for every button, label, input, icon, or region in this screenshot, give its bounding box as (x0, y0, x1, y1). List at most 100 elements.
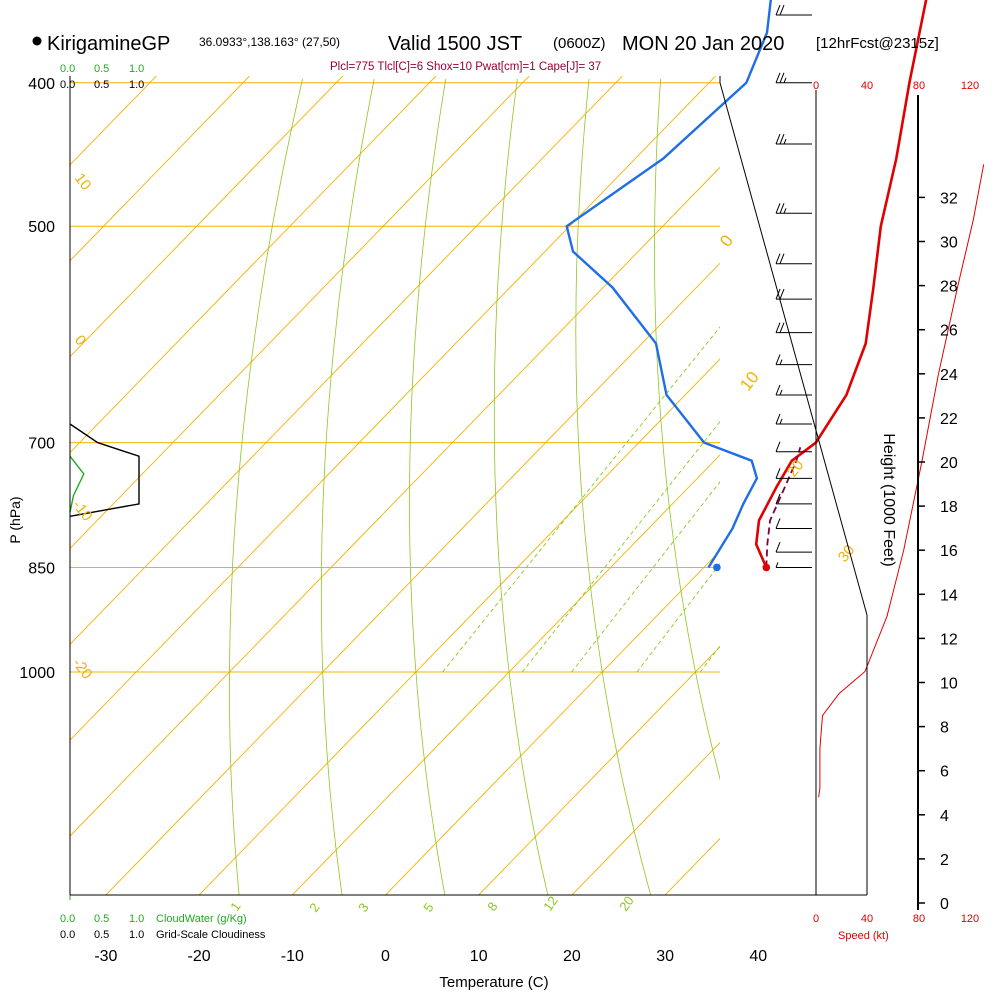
speed-tick-top-40: 40 (861, 80, 873, 92)
wind-barb-flag (775, 518, 781, 529)
wind-barb (775, 253, 812, 265)
mixing-ratio-label: 5 (420, 900, 436, 915)
cloudiness-curve (69, 423, 140, 517)
valid-time: Valid 1500 JST (388, 33, 522, 55)
wind-barb-flag (775, 384, 781, 396)
cloudwater-tick-top-0: 0.0 (60, 63, 75, 75)
cloudiness-tick-bottom-2: 1.0 (129, 929, 144, 941)
wind-barb-flag (775, 441, 781, 452)
height-tick-label: 8 (940, 720, 949, 737)
temperature-tick-label: 40 (749, 948, 767, 965)
isotherm-line (105, 262, 720, 895)
height-tick-label: 10 (940, 676, 958, 693)
temperature-tick-label: 0 (381, 948, 390, 965)
cloudiness-tick-bottom-1: 0.5 (94, 929, 109, 941)
cloudwater-tick-bottom-0: 0.0 (60, 913, 75, 925)
temperature-tick-label: 10 (470, 948, 488, 965)
cloudiness-label: Grid-Scale Cloudiness (156, 929, 266, 941)
wind-barb (775, 384, 812, 396)
isotherm-line (571, 741, 720, 895)
wind-barb-half-flag (783, 138, 787, 145)
surface-dewpoint-marker (713, 563, 721, 572)
wind-barb-flag (775, 541, 781, 553)
height-tick-label: 0 (940, 896, 949, 913)
height-tick-label: 32 (940, 190, 958, 207)
wind-barb (775, 354, 812, 366)
cloudiness-tick-bottom-0: 0.0 (60, 929, 75, 941)
wind-barb-half-flag (783, 77, 787, 83)
wind-barb (775, 4, 812, 16)
wind-barb-half-flag (783, 208, 787, 214)
cloudiness-tick-top-1: 0.5 (94, 79, 109, 91)
temperature-tick-label: -10 (281, 948, 304, 965)
mixing-ratio-label: 8 (484, 899, 500, 914)
wind-barb (775, 518, 812, 529)
isotherm-line (385, 550, 720, 895)
wind-barb-flag (779, 322, 785, 333)
speed-tick-top-0: 0 (813, 80, 819, 92)
isotherm-line (70, 76, 623, 645)
height-tick-label: 30 (940, 235, 958, 252)
cloudwater-tick-top-1: 0.5 (94, 63, 109, 75)
temperature-tick-label: 30 (656, 948, 674, 965)
isotherm-line (70, 76, 250, 262)
temperature-profile (754, 0, 928, 568)
mixing-ratio-line (757, 83, 1000, 672)
height-tick-label: 18 (940, 499, 958, 516)
wind-barb-flag (779, 133, 785, 145)
wind-barb-flag (775, 322, 781, 333)
speed-tick-bottom-120: 120 (961, 913, 979, 925)
mixing-ratio-label: 12 (540, 893, 561, 913)
wind-barb (775, 133, 812, 145)
isotherm-label: -20 (69, 655, 96, 683)
wind-barb-flag (779, 253, 785, 264)
wind-barb-flag (775, 133, 781, 145)
pressure-tick-label: 1000 (19, 665, 55, 682)
wind-barb-flag (779, 72, 785, 83)
height-tick-label: 6 (940, 764, 949, 781)
height-tick-label: 12 (940, 631, 958, 648)
stability-indices: Plcl=775 Tlcl[C]=6 Shox=10 Pwat[cm]=1 Ca… (330, 61, 601, 73)
height-tick-label: 20 (940, 455, 958, 472)
isotherm-label: 20 (784, 457, 808, 481)
wind-barb-flag (775, 413, 781, 425)
axes-layer: 123581220-20-100102030010250300400500700… (19, 76, 958, 965)
mixing-ratio-label: 1 (227, 899, 243, 914)
isotherm-label-upper: 10 (736, 368, 763, 395)
grid-layer (70, 76, 1000, 895)
mixing-ratio-label: 3 (355, 900, 371, 915)
wind-barb (775, 493, 812, 505)
mixing-ratio-line (521, 421, 720, 673)
zulu-time: (0600Z) (553, 35, 606, 52)
isotherm-line (198, 358, 720, 895)
wind-barb-flag (775, 493, 781, 505)
profiles-layer (565, 0, 928, 572)
temperature-tick-label: -20 (188, 948, 211, 965)
wind-barb-flag (775, 203, 781, 214)
height-tick-label: 14 (940, 587, 958, 604)
cloudwater-tick-bottom-1: 0.5 (94, 913, 109, 925)
height-tick-label: 24 (940, 367, 958, 384)
wind-barb (775, 441, 812, 453)
height-tick-label: 28 (940, 279, 958, 296)
wind-barb-flag (775, 468, 781, 479)
wind-barb (775, 413, 812, 425)
wind-barb-flag (779, 288, 785, 300)
cloudiness-tick-top-2: 1.0 (129, 79, 144, 91)
pressure-tick-label: 850 (28, 560, 55, 577)
speed-tick-bottom-0: 0 (813, 913, 819, 925)
wind-barb-flag (779, 4, 785, 16)
dry-adiabat-line (654, 78, 720, 781)
speed-tick-top-120: 120 (961, 80, 979, 92)
station-name: KirigamineGP (47, 33, 170, 55)
wind-barb (775, 72, 812, 84)
station-coords: 36.0933°,138.163° (27,50) (199, 35, 340, 49)
mixing-ratio-label: 2 (306, 900, 322, 915)
x-axis-title: Temperature (C) (439, 974, 548, 991)
cloudwater-label: CloudWater (g/Kg) (156, 913, 247, 925)
pressure-tick-label: 400 (28, 76, 55, 93)
wind-barb-flag (775, 72, 781, 83)
height-tick-label: 22 (940, 411, 958, 428)
dry-adiabat-line (575, 78, 652, 895)
